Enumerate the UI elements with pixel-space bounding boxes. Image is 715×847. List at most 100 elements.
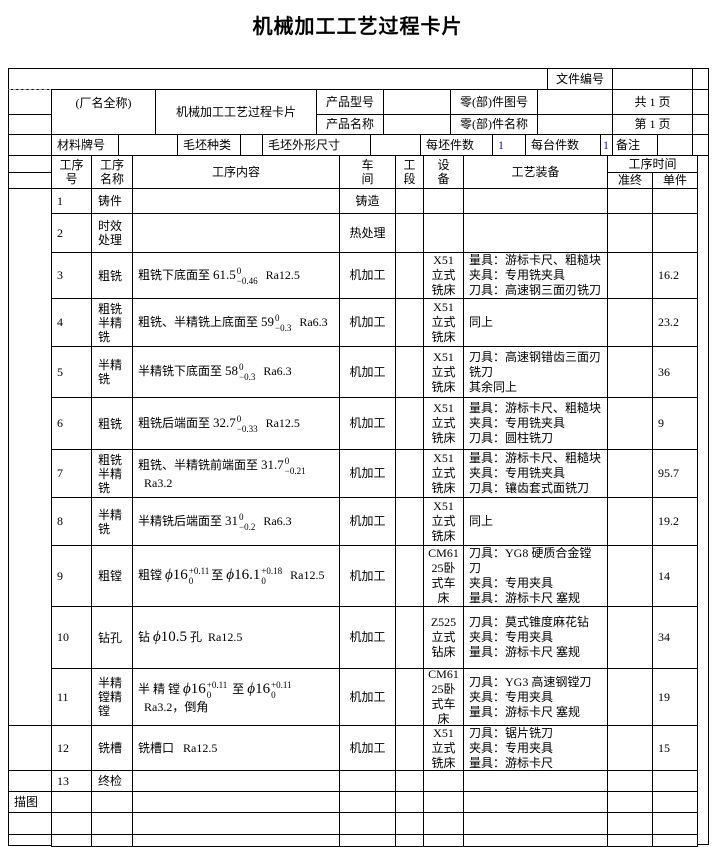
blank-size-label: 毛坯外形尺寸	[262, 134, 371, 156]
step-name: 钻孔	[91, 606, 133, 669]
workshop: 机加工	[339, 397, 396, 450]
part-name-value	[537, 114, 613, 135]
workshop: 机加工	[339, 668, 396, 726]
lower-deviation: −0.3	[239, 372, 256, 382]
tooling	[463, 188, 608, 214]
section	[395, 770, 424, 792]
content-line: 粗铣、半精铣前端面至 31.7 0 −0.21 Ra3.2	[138, 456, 334, 491]
content-line: 粗铣、半精铣上底面至 59 0 −0.3 Ra6.3	[138, 313, 328, 333]
tolerance: 0 −0.3	[239, 362, 255, 382]
lower-deviation: −0.33	[236, 423, 258, 434]
prep-time	[607, 188, 653, 214]
section	[395, 791, 424, 813]
diameter-symbol: ϕ	[165, 566, 173, 583]
equipment: X51立式铣床	[423, 346, 464, 398]
tooling-line: 夹具：专用铣夹具	[469, 268, 566, 282]
col-header-content: 工序内容	[132, 155, 340, 189]
upper-deviation: 0	[239, 362, 244, 372]
tooling	[463, 213, 608, 253]
step-content	[132, 791, 340, 813]
lower-deviation: 0	[271, 689, 276, 700]
blank-cell	[8, 725, 52, 771]
tooling-line: 量具：游标卡尺、粗糙块	[469, 401, 602, 415]
section	[395, 668, 424, 726]
workshop: 机加工	[339, 298, 396, 347]
step-name: 半精铣	[91, 346, 133, 398]
tolerance: +0.18 0	[261, 566, 282, 586]
equipment: X51立式铣床	[423, 298, 464, 347]
unit-time	[652, 188, 698, 214]
tooling-line: 量具：游标卡尺	[469, 755, 554, 770]
unit-time: 14	[652, 545, 698, 607]
equipment	[423, 791, 464, 813]
per-unit-label: 每台件数	[525, 134, 601, 156]
content-text: 至	[229, 681, 248, 696]
roughness: Ra6.3	[299, 314, 328, 329]
equipment	[423, 834, 464, 847]
tooling	[463, 812, 608, 835]
content-text: 铣槽口	[138, 740, 178, 755]
content-text: 粗铣、半精铣前端面至	[138, 457, 262, 472]
workshop	[339, 770, 396, 792]
workshop: 机加工	[339, 606, 396, 669]
equipment: Z525立式钻床	[423, 606, 464, 669]
tolerance: 0 −0.3	[275, 313, 291, 333]
diameter-symbol: ϕ	[247, 680, 256, 697]
prep-time	[607, 397, 653, 450]
blank-cell	[8, 114, 52, 135]
step-number: 1	[51, 188, 92, 214]
tooling-line: 刀具：圆柱铣刀	[469, 431, 554, 445]
blank-cell	[692, 89, 709, 115]
tooling: 同上	[463, 298, 608, 347]
roughness: Ra12.5	[265, 415, 300, 430]
blank-cell	[692, 134, 709, 156]
content-text: 半 精 镗	[138, 681, 184, 696]
lower-deviation: −0.3	[275, 322, 292, 333]
col-header-unit: 单件	[652, 172, 698, 189]
step-name: 粗镗	[91, 545, 133, 607]
step-number	[51, 834, 92, 847]
step-number: 6	[51, 397, 92, 450]
prep-time	[607, 668, 653, 726]
lower-deviation: −0.21	[284, 466, 306, 476]
section	[395, 834, 424, 847]
tooling: 刀具：莫式锥度麻花钻 夹具：专用夹具 量具：游标卡尺 塞规	[463, 606, 608, 669]
tooling-line: 量具：游标卡尺 塞规	[469, 645, 581, 659]
dimension: 16	[190, 680, 206, 697]
diameter-symbol: ϕ	[183, 680, 191, 697]
step-name: 粗铣	[91, 252, 133, 299]
workshop: 机加工	[339, 346, 396, 398]
blank-cell	[692, 114, 709, 135]
page-number: 第 1 页	[612, 114, 693, 135]
step-name: 半精铣	[91, 497, 133, 546]
blank-cell	[8, 155, 52, 173]
tooling-line: 刀具：高速钢错齿三面刃铣刀	[469, 349, 602, 379]
content-text: 半精铣后端面至	[138, 513, 226, 528]
step-content	[132, 834, 340, 847]
step-name: 铸件	[91, 188, 133, 214]
tooling: 刀具：锯片铣刀 夹具：专用夹具 量具：游标卡尺	[463, 725, 608, 771]
step-name	[91, 791, 133, 813]
section	[395, 252, 424, 299]
tooling: 刀具：高速钢错齿三面刃铣刀 其余同上	[463, 346, 608, 398]
step-number: 13	[51, 770, 92, 792]
workshop	[339, 791, 396, 813]
content-text: 粗铣后端面至	[138, 415, 214, 430]
material-label: 材料牌号	[51, 134, 119, 156]
section	[395, 812, 424, 835]
step-name	[91, 812, 133, 835]
doc-no-label: 文件编号	[547, 68, 613, 90]
tolerance: 0 −0.2	[239, 512, 255, 532]
unit-time: 19.2	[652, 497, 698, 546]
prep-time	[607, 770, 653, 792]
dimension: 16	[255, 680, 271, 697]
blank-cell	[692, 68, 709, 90]
equipment: X51立式铣床	[423, 252, 464, 299]
tooling-line: 其余同上	[469, 379, 518, 394]
step-content: 半 精 镗 ϕ16 +0.11 0 至 ϕ16 +0.11 0 Ra3.2，倒角	[132, 668, 340, 726]
blank-cell	[8, 89, 52, 115]
step-number: 2	[51, 213, 92, 253]
content-line: 钻 ϕ10.5 孔 Ra12.5	[138, 630, 242, 645]
roughness: Ra12.5	[265, 267, 300, 282]
equipment: X51立式铣床	[423, 449, 464, 498]
